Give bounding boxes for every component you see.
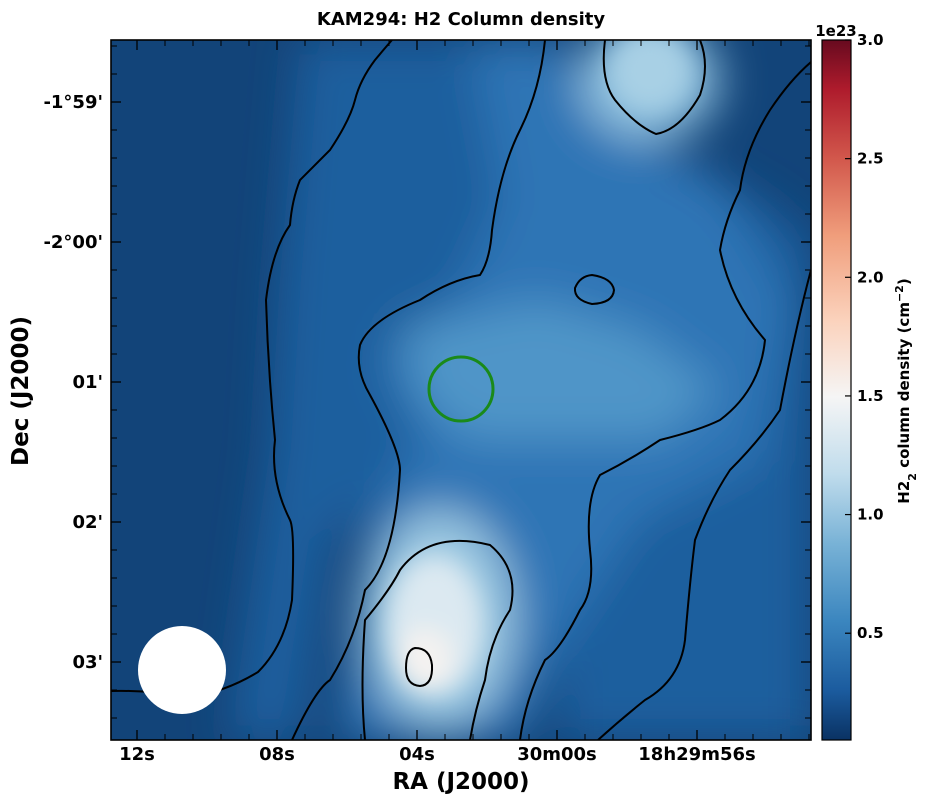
x-axis-label: RA (J2000)	[392, 769, 529, 795]
plot-frame	[110, 39, 812, 741]
colorbar-tick-label: 0.5	[857, 624, 884, 642]
colorbar-tick-label: 1.5	[857, 387, 884, 405]
colorbar-tick-label: 1.0	[857, 506, 884, 524]
colorbar-label-sub: 2	[906, 473, 919, 481]
colorbar-tick-label: 3.0	[857, 31, 884, 49]
source-marker	[427, 355, 495, 423]
colorbar-tick-label: 2.5	[857, 150, 884, 168]
x-tick-labels: 12s 08s 04s 30m00s 18h29m56s	[119, 744, 756, 765]
y-tick-label: 02'	[72, 512, 103, 533]
x-tick-label: 08s	[259, 744, 295, 765]
colorbar-ticks: 0.5 1.0 1.5 2.0 2.5 3.0	[845, 31, 884, 642]
y-tick-label: 03'	[72, 652, 103, 673]
colorbar-label-mid: column density (cm	[895, 302, 913, 473]
x-tick-label: 04s	[399, 744, 435, 765]
y-tick-label: 01'	[72, 372, 103, 393]
colorbar-offset: 1e23	[815, 22, 856, 40]
y-axis-label: Dec (J2000)	[8, 316, 34, 466]
colorbar-label-main: H2	[895, 481, 913, 504]
minor-ticks	[111, 40, 811, 740]
colorbar: 0.5 1.0 1.5 2.0 2.5 3.0 1e23 H22 column densi…	[815, 22, 919, 741]
colorbar-gradient	[822, 40, 851, 740]
colorbar-label: H22 column density (cm−2)	[893, 278, 919, 503]
colorbar-frame	[821, 39, 852, 741]
y-tick-label: -2°00'	[43, 232, 103, 253]
heatmap	[111, 40, 811, 740]
chart-title: KAM294: H2 Column density	[317, 9, 605, 30]
beam-marker	[138, 626, 226, 714]
colorbar-label-sup: −2	[893, 285, 906, 302]
colorbar-label-end: )	[895, 278, 913, 285]
y-tick-label: -1°59'	[43, 92, 103, 113]
x-tick-label: 12s	[119, 744, 155, 765]
colorbar-tick-label: 2.0	[857, 268, 884, 286]
contours	[111, 40, 811, 740]
x-tick-label: 18h29m56s	[638, 744, 755, 765]
x-tick-label: 30m00s	[517, 744, 597, 765]
y-tick-labels: -1°59' -2°00' 01' 02' 03'	[43, 92, 103, 673]
